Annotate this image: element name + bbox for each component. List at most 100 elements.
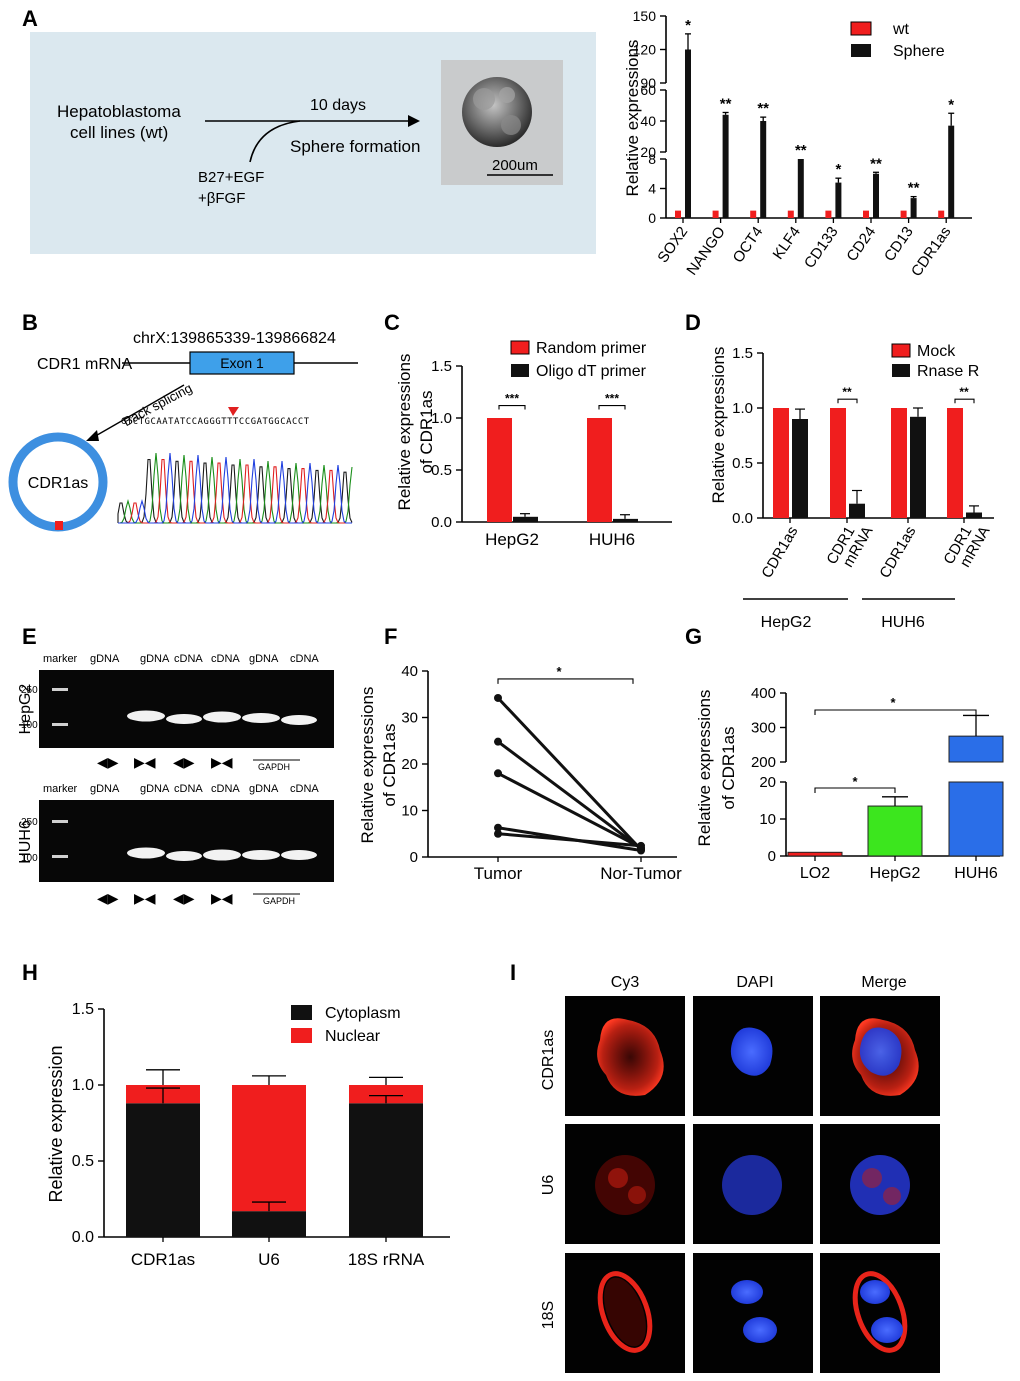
merge-nucleus (850, 1155, 910, 1215)
row-label-u6: U6 (540, 1175, 557, 1196)
significance-label: * (852, 774, 858, 789)
y-tick-label: 60 (640, 82, 656, 98)
patient-line (496, 696, 643, 851)
gel-band (203, 711, 241, 723)
chromatogram-trace (118, 452, 352, 524)
x-tick-label: OCT4 (730, 224, 767, 267)
bar-sphere (685, 49, 691, 218)
sphere-image (462, 77, 532, 147)
bar-random-primer (587, 418, 612, 522)
bar-wt (787, 210, 794, 218)
size-label: 100 (21, 720, 38, 731)
x-tick-label: CD13 (881, 224, 917, 265)
y-tick-label: 150 (633, 8, 657, 24)
y-tick-label: 0.5 (732, 455, 753, 472)
arrow-head-icon (408, 115, 420, 127)
y-tick-label: 20 (401, 756, 418, 773)
merge-cy3 (862, 1168, 882, 1188)
sphere-cell (473, 88, 495, 110)
circrna-label: CDR1as (28, 475, 88, 492)
x-tick-label: CDR1as (758, 524, 801, 582)
tumor-point (494, 693, 502, 702)
y-tick-label: 200 (751, 754, 776, 771)
legend-label-cytoplasm: Cytoplasm (325, 1005, 401, 1022)
scale-label: 200um (492, 157, 538, 174)
gel-marker-label: marker (43, 653, 78, 665)
y-tick-label: 1.5 (72, 1001, 94, 1018)
bar-wt (863, 210, 869, 218)
panel-label-i: I (510, 960, 516, 985)
bar-cytoplasm (349, 1103, 423, 1237)
factors-text-2: +βFGF (198, 190, 245, 207)
panel-label-b: B (22, 310, 38, 335)
y-tick-label: 10 (401, 803, 418, 820)
y-tick-label: 300 (751, 720, 776, 737)
bar-random-primer (487, 418, 512, 522)
legend-label-sphere: Sphere (893, 43, 945, 60)
gel-cell-label: HepG2 (17, 684, 34, 735)
tumor-point (494, 823, 502, 832)
legend-swatch-rnase (892, 364, 910, 377)
bar-wt (825, 210, 832, 218)
size-label: 100 (21, 853, 38, 864)
gel-lane-label: gDNA (90, 783, 120, 795)
cy3-speckle (628, 1186, 646, 1204)
x-tick-label: KLF4 (770, 224, 804, 263)
sphere-cell (501, 115, 521, 135)
column-label-merge: Merge (861, 974, 906, 991)
x-tick-label: CDR1as (876, 524, 919, 582)
gel-lane-label: cDNA (211, 653, 240, 665)
legend-label-wt: wt (892, 21, 910, 38)
sphere-formation-text: Sphere formation (290, 137, 420, 156)
row-label-18s: 18S (540, 1301, 557, 1329)
divergent-primer-icon: ◀▶ (97, 890, 119, 906)
gel-lane-label: cDNA (174, 653, 203, 665)
y-tick-label: 20 (759, 774, 776, 791)
x-tick-label: HUH6 (954, 865, 998, 882)
significance-label: *** (505, 392, 519, 406)
y-axis-label: Relative expressions (358, 687, 377, 844)
bar-hepg2 (867, 805, 923, 857)
bar-mock (830, 408, 846, 518)
bar-huh6-upper (948, 735, 1004, 763)
mrna-label: CDR1 mRNA (37, 356, 132, 373)
y-axis-label-2: of CDR1as (380, 723, 399, 806)
sequence-text: GTCTGCAATATCCAGGGTTTCCGATGGCACCT (121, 417, 310, 427)
y-axis-label: Relative expressions (709, 347, 728, 504)
merge-cy3 (883, 1187, 901, 1205)
significance-label: ** (959, 385, 969, 399)
bar-nuclear (349, 1085, 423, 1104)
bar-wt (938, 210, 945, 218)
axis-break-gap (661, 83, 671, 90)
x-tick-label: Nor-Tumor (600, 864, 682, 883)
tumor-point (494, 829, 502, 838)
y-tick-label: 30 (401, 710, 418, 727)
junction-triangle-icon (228, 407, 239, 416)
bar-wt (675, 210, 681, 218)
y-tick-label: 0 (648, 210, 656, 226)
cy3-signal (597, 1271, 653, 1353)
dapi-nucleus (731, 1280, 763, 1304)
normal-point (637, 841, 645, 850)
gapdh-label: GAPDH (258, 762, 290, 772)
panel-label-e: E (22, 624, 37, 649)
panel-i-microscopy: Cy3 DAPI Merge CDR1as U6 18S (540, 974, 940, 1373)
exon-box (189, 351, 295, 375)
group-label-huh6: HUH6 (881, 614, 925, 631)
y-tick-label: 1.0 (72, 1077, 94, 1094)
marker-band (52, 855, 68, 858)
bar-huh6-lower (948, 781, 1004, 857)
significance-label: ** (720, 95, 732, 112)
merge-nucleus (871, 1317, 903, 1343)
bar-rnase-r (849, 503, 865, 518)
y-tick-label: 20 (640, 144, 656, 160)
y-tick-label: 120 (633, 42, 657, 58)
bar-oligo-primer (513, 516, 538, 522)
cy3-speckle (608, 1168, 628, 1188)
significance-label: * (556, 664, 562, 679)
y-tick-label: 8 (648, 151, 656, 167)
y-tick-label: 0.0 (732, 510, 753, 527)
marker-band (52, 820, 68, 823)
gel-lane-label: gDNA (249, 783, 279, 795)
gel-band (127, 710, 165, 722)
